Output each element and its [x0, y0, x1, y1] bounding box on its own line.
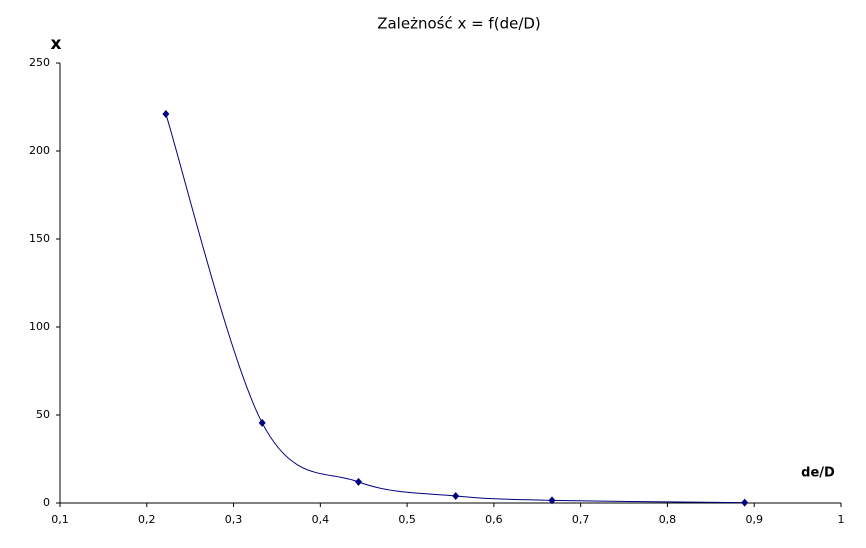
x-tick-label: 0,2	[138, 513, 156, 526]
x-tick-label: 0,5	[398, 513, 416, 526]
x-tick-label: 0,4	[312, 513, 330, 526]
x-tick-label: 0,1	[51, 513, 69, 526]
x-axis-title: de/D	[801, 466, 835, 481]
x-tick-label: 1	[838, 513, 845, 526]
x-tick-label: 0,7	[572, 513, 590, 526]
data-point	[452, 491, 460, 500]
x-tick-label: 0,6	[485, 513, 503, 526]
chart-title: Zależność x = f(de/D)	[377, 15, 541, 33]
y-tick-label: 100	[29, 320, 50, 333]
data-point	[548, 496, 556, 505]
y-tick-label: 50	[36, 408, 50, 421]
data-point	[355, 477, 363, 486]
data-point	[258, 418, 266, 427]
x-tick-label: 0,8	[659, 513, 677, 526]
data-point	[162, 110, 170, 119]
y-tick-label: 150	[29, 232, 50, 245]
data-point	[741, 498, 749, 507]
x-tick-label: 0,3	[225, 513, 243, 526]
y-axis-title: x	[51, 34, 62, 54]
y-tick-label: 250	[29, 56, 50, 69]
y-tick-label: 200	[29, 144, 50, 157]
x-tick-label: 0,9	[745, 513, 763, 526]
y-tick-label: 0	[43, 496, 50, 509]
series-line	[165, 113, 745, 504]
